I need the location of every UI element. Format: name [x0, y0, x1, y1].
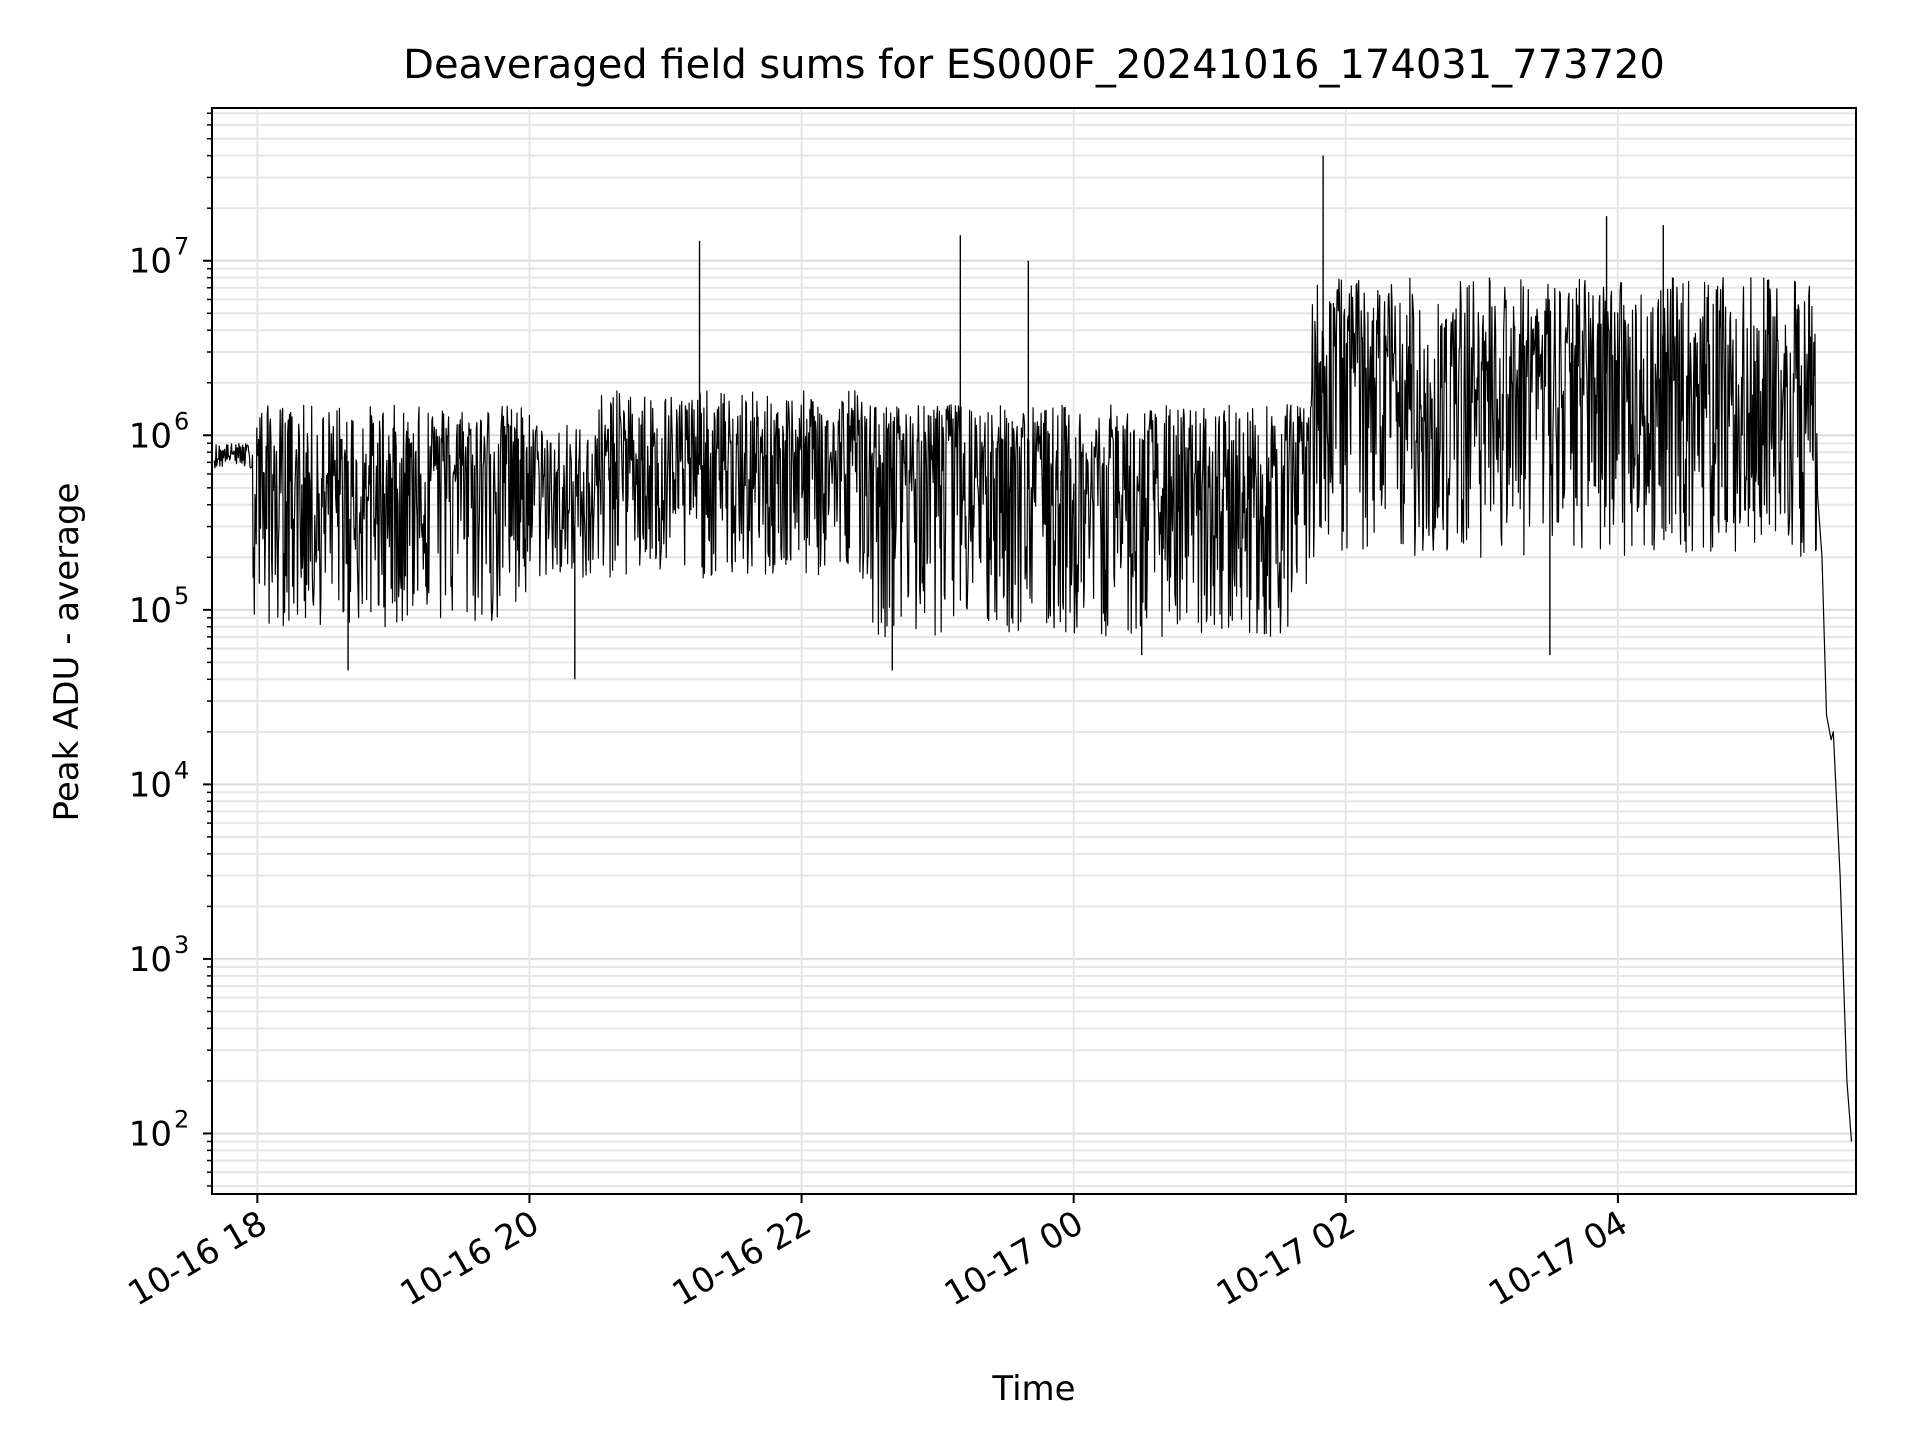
y-axis-label: Peak ADU - average	[47, 483, 87, 822]
y-tick-label-exponent: 4	[174, 756, 189, 784]
y-tick-label-base: 10	[129, 591, 172, 631]
y-tick-label-base: 10	[129, 940, 172, 980]
y-tick-label-exponent: 5	[174, 582, 189, 610]
x-tick-label: 10-16 22	[666, 1203, 818, 1314]
y-tick-label: 10 6	[129, 407, 190, 456]
y-tick-label: 10 2	[129, 1105, 190, 1154]
x-tick-label: 10-17 00	[938, 1203, 1090, 1314]
y-tick-label: 10 7	[129, 233, 190, 282]
y-tick-label-exponent: 2	[174, 1105, 189, 1133]
y-tick-label: 10 3	[129, 931, 190, 980]
y-tick-label: 10 5	[129, 582, 190, 631]
data-series-peak-adu	[213, 155, 1853, 1142]
y-tick-label-exponent: 3	[174, 931, 189, 959]
x-tick-label: 10-17 02	[1210, 1203, 1362, 1314]
y-tick-label-base: 10	[129, 1114, 172, 1154]
x-axis-label: Time	[991, 1369, 1075, 1409]
series-line	[213, 277, 1853, 1142]
x-axis: 10-16 18 10-16 20 10-16 22 10-17 00 10-17 02…	[121, 1194, 1634, 1314]
y-tick-label-base: 10	[129, 765, 172, 805]
plot-area-frame	[211, 107, 1857, 1195]
y-tick-label-exponent: 6	[174, 407, 189, 435]
grid-lines	[212, 108, 1856, 1194]
x-tick-label: 10-16 20	[394, 1203, 546, 1314]
y-tick-label-base: 10	[129, 242, 172, 282]
x-tick-label: 10-17 04	[1482, 1203, 1634, 1314]
x-tick-label: 10-16 18	[121, 1203, 273, 1314]
chart-title: Deaveraged field sums for ES000F_2024101…	[403, 42, 1665, 88]
y-tick-label-base: 10	[129, 416, 172, 456]
y-tick-label: 10 4	[129, 756, 190, 805]
y-tick-label-exponent: 7	[174, 233, 189, 261]
